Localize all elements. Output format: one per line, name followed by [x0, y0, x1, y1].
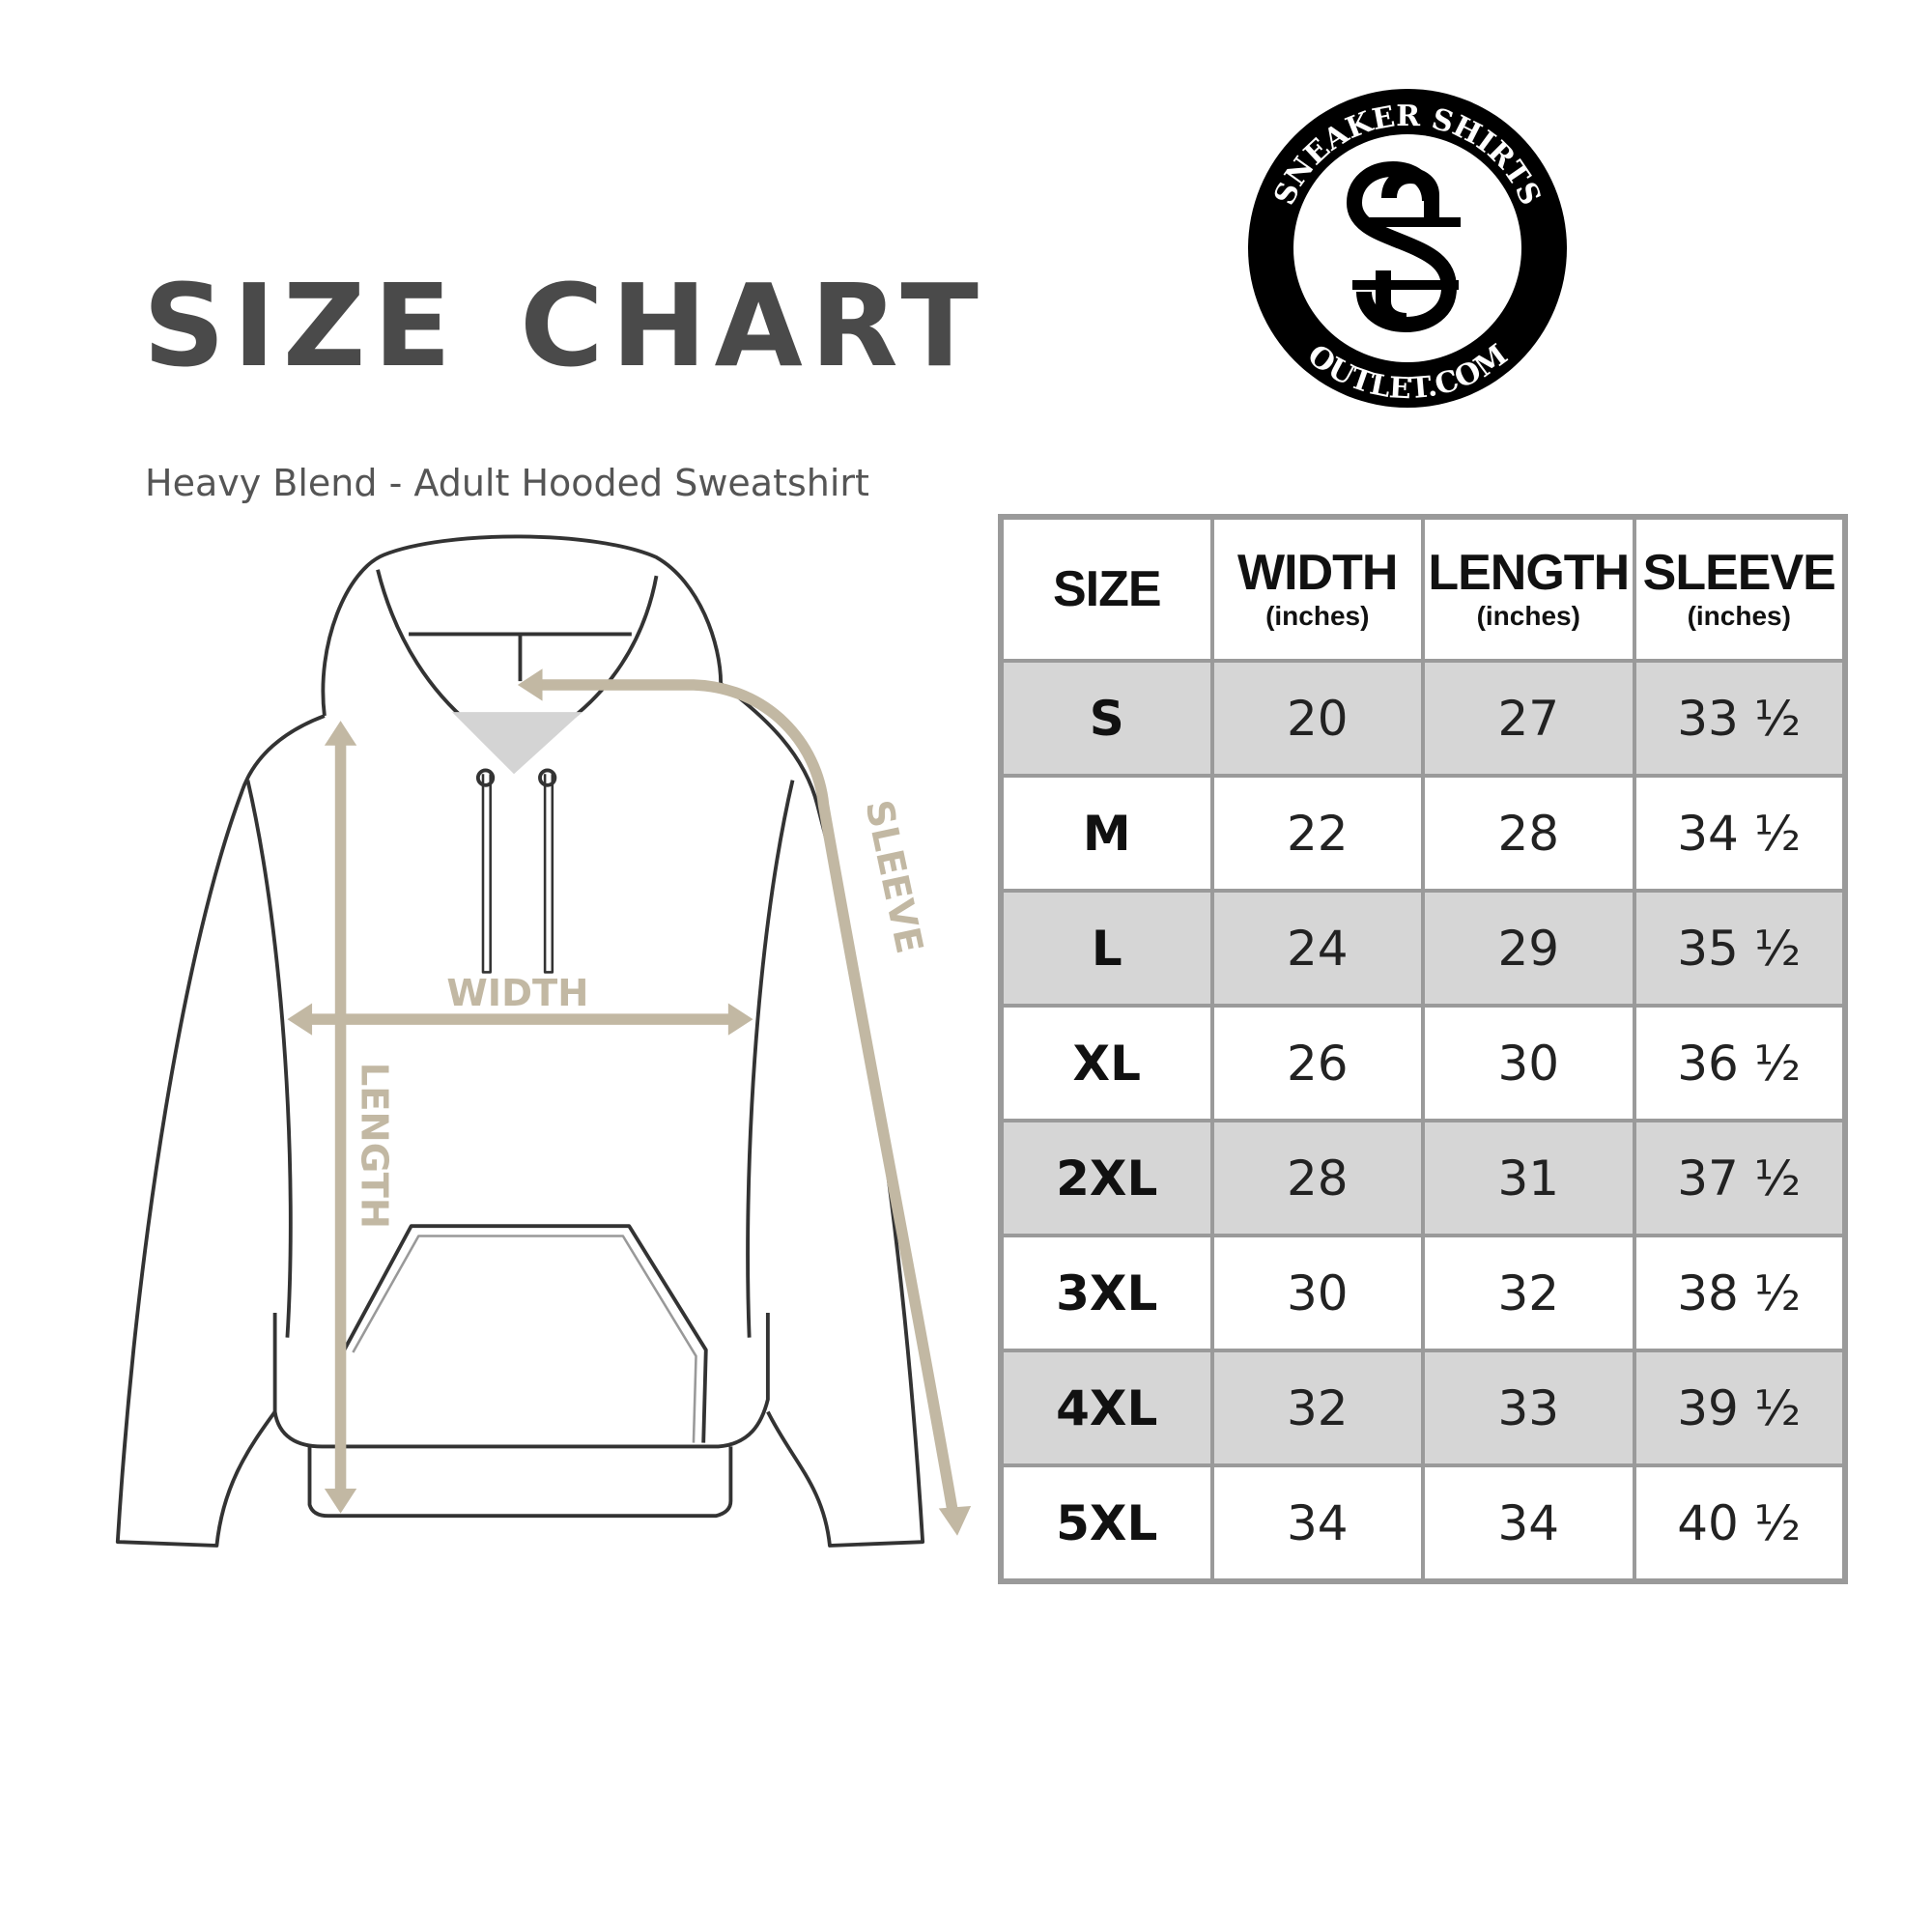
table-row: 4XL 32 33 39 ½	[999, 1349, 1847, 1467]
width-cell: 26	[1209, 1004, 1425, 1122]
table-row: 3XL 30 32 38 ½	[999, 1234, 1847, 1352]
width-cell: 34	[1209, 1463, 1425, 1583]
sleeve-arrow	[529, 679, 959, 1523]
length-cell: 33	[1421, 1349, 1636, 1467]
width-cell: 30	[1209, 1234, 1425, 1352]
length-cell: 34	[1421, 1463, 1636, 1583]
size-cell: 3XL	[999, 1234, 1214, 1352]
page-title: SIZE CHART	[143, 259, 986, 392]
sleeve-cell: 37 ½	[1632, 1119, 1847, 1237]
width-cell: 20	[1209, 659, 1425, 778]
length-label: LENGTH	[352, 1063, 395, 1229]
width-label: WIDTH	[446, 972, 588, 1015]
product-subtitle: Heavy Blend - Adult Hooded Sweatshirt	[145, 462, 869, 504]
column-header-length: LENGTH (inches)	[1421, 515, 1636, 663]
measure-lines	[298, 679, 959, 1523]
table-row: 2XL 28 31 37 ½	[999, 1119, 1847, 1237]
length-cell: 32	[1421, 1234, 1636, 1352]
sleeve-cell: 39 ½	[1632, 1349, 1847, 1467]
sleeve-cell: 34 ½	[1632, 774, 1847, 893]
width-cell: 28	[1209, 1119, 1425, 1237]
size-cell: 5XL	[999, 1463, 1214, 1583]
logo-monogram	[1346, 160, 1461, 333]
sleeve-cell: 35 ½	[1632, 889, 1847, 1008]
hoodie-outline	[115, 534, 925, 1548]
size-cell: 4XL	[999, 1349, 1214, 1467]
size-cell: M	[999, 774, 1214, 893]
sleeve-cell: 33 ½	[1632, 659, 1847, 778]
column-header-width: WIDTH (inches)	[1209, 515, 1425, 663]
width-cell: 22	[1209, 774, 1425, 893]
length-cell: 28	[1421, 774, 1636, 893]
length-cell: 31	[1421, 1119, 1636, 1237]
length-cell: 27	[1421, 659, 1636, 778]
size-cell: L	[999, 889, 1214, 1008]
sleeve-cell: 36 ½	[1632, 1004, 1847, 1122]
sleeve-cell: 40 ½	[1632, 1463, 1847, 1583]
arrow-heads	[287, 668, 972, 1536]
hood-lining	[451, 712, 582, 775]
table-row: S 20 27 33 ½	[999, 659, 1847, 778]
size-cell: 2XL	[999, 1119, 1214, 1237]
column-header-size: SIZE	[999, 515, 1214, 663]
table-header-row: SIZE WIDTH (inches) LENGTH (inches) SLEEVE…	[999, 515, 1847, 663]
width-cell: 32	[1209, 1349, 1425, 1467]
size-cell: XL	[999, 1004, 1214, 1122]
length-cell: 29	[1421, 889, 1636, 1008]
table-row: L 24 29 35 ½	[999, 889, 1847, 1008]
column-header-sleeve: SLEEVE (inches)	[1632, 515, 1847, 663]
length-cell: 30	[1421, 1004, 1636, 1122]
sneaker-shirts-logo: SNEAKER SHIRTS OUTLET.COM	[1248, 89, 1567, 408]
table-row: 5XL 34 34 40 ½	[999, 1463, 1847, 1583]
width-cell: 24	[1209, 889, 1425, 1008]
size-table: SIZE WIDTH (inches) LENGTH (inches) SLEEVE…	[998, 514, 1848, 1584]
sleeve-label: SLEEVE	[856, 796, 930, 957]
size-cell: S	[999, 659, 1214, 778]
sleeve-cell: 38 ½	[1632, 1234, 1847, 1352]
table-row: XL 26 30 36 ½	[999, 1004, 1847, 1122]
table-row: M 22 28 34 ½	[999, 774, 1847, 893]
